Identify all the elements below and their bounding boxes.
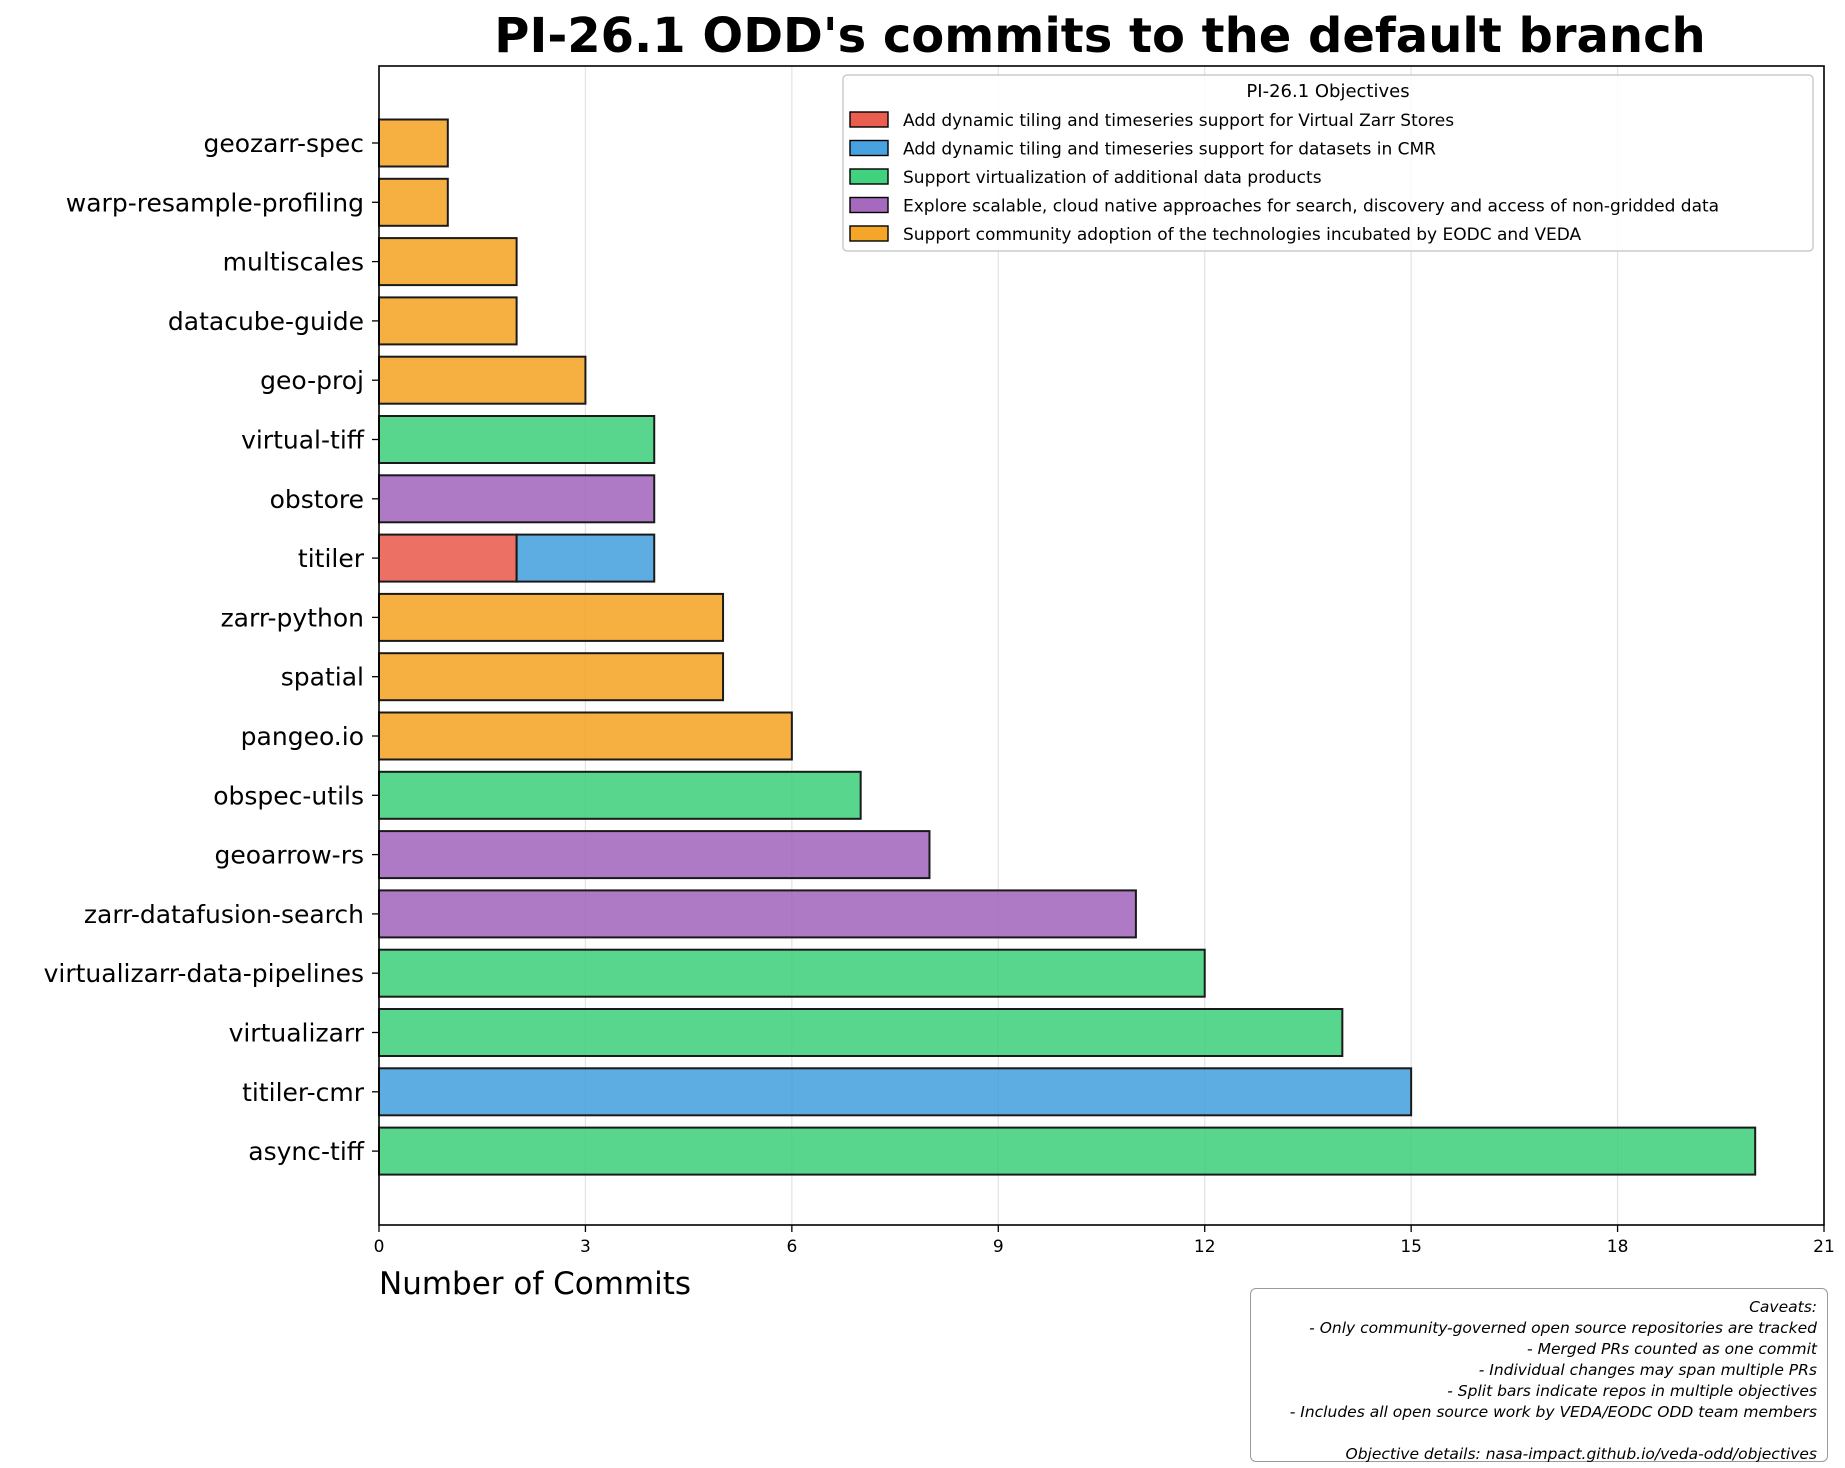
y-tick-label: geoarrow-rs xyxy=(215,841,365,870)
y-tick-label: async-tiff xyxy=(248,1137,364,1166)
legend-label: Explore scalable, cloud native approache… xyxy=(903,197,1719,217)
caveat-line: - Includes all open source work by VEDA/… xyxy=(1289,1403,1817,1421)
bar-multiscales xyxy=(378,237,518,287)
caveats-spacer xyxy=(1261,1423,1817,1444)
bars xyxy=(378,118,1757,1176)
bar-geozarr-spec xyxy=(378,118,449,168)
x-tick-label: 18 xyxy=(1607,1237,1629,1257)
bar-geo-proj xyxy=(378,355,587,405)
caveat-line: - Individual changes may span multiple P… xyxy=(1478,1361,1817,1379)
y-axis-labels: geozarr-spec warp-resample-profiling multi… xyxy=(44,129,379,1166)
x-tick-label: 9 xyxy=(993,1237,1004,1257)
caveats-box: Caveats: - Only community-governed open … xyxy=(1250,1288,1828,1463)
bar-titiler-cmr xyxy=(378,1067,1413,1117)
x-axis-label: Number of Commits xyxy=(379,1266,691,1302)
caveat-line: - Merged PRs counted as one commit xyxy=(1527,1340,1817,1358)
caveat-line: - Only community-governed open source re… xyxy=(1309,1319,1817,1337)
legend-label: Add dynamic tiling and timeseries suppor… xyxy=(903,111,1454,131)
bar-virtual-tiff xyxy=(378,415,656,464)
x-tick-label: 15 xyxy=(1400,1237,1422,1257)
x-tick-label: 3 xyxy=(580,1237,591,1257)
y-tick-label: zarr-datafusion-search xyxy=(84,900,364,929)
plot-area-frame xyxy=(378,65,1825,1226)
y-tick-label: zarr-python xyxy=(221,603,364,632)
bar-pangeo.io xyxy=(378,711,793,761)
bar-zarr-python xyxy=(378,592,725,642)
y-tick-label: geo-proj xyxy=(260,366,364,395)
bar-virtualizarr-data-pipelines xyxy=(378,948,1206,998)
y-tick-label: virtual-tiff xyxy=(241,426,365,455)
bar-warp-resample-profiling xyxy=(378,177,449,227)
chart-title: PI-26.1 ODD's commits to the default bra… xyxy=(494,8,1705,64)
objective-details: Objective details: nasa-impact.github.io… xyxy=(1345,1445,1818,1463)
y-tick-label: pangeo.io xyxy=(241,722,364,751)
bar-titiler xyxy=(515,533,656,583)
x-tick-label: 21 xyxy=(1813,1237,1835,1257)
bar-titiler xyxy=(378,533,518,583)
y-tick-label: multiscales xyxy=(223,248,364,277)
bar-datacube-guide xyxy=(378,296,518,346)
caveat-line: - Split bars indicate repos in multiple … xyxy=(1447,1382,1817,1400)
y-tick-label: obspec-utils xyxy=(213,781,364,810)
x-axis-ticks: 0 3 6 9 12 15 18 21 xyxy=(374,1225,1835,1257)
y-tick-label: spatial xyxy=(281,663,364,692)
legend-label: Support community adoption of the techno… xyxy=(903,225,1582,245)
legend-items: Add dynamic tiling and timeseries suppor… xyxy=(849,111,1719,245)
legend-swatch xyxy=(849,111,889,128)
legend: PI-26.1 Objectives Add dynamic tiling an… xyxy=(842,74,1814,252)
bar-async-tiff xyxy=(378,1126,1757,1176)
legend-swatch xyxy=(849,225,889,242)
bar-obspec-utils xyxy=(378,770,862,820)
y-tick-label: warp-resample-profiling xyxy=(66,188,364,217)
legend-title: PI-26.1 Objectives xyxy=(1246,81,1409,102)
bar-obstore xyxy=(378,474,656,524)
legend-swatch xyxy=(849,168,889,185)
bar-zarr-datafusion-search xyxy=(378,889,1137,939)
y-tick-label: virtualizarr-data-pipelines xyxy=(44,959,364,988)
y-tick-label: titiler-cmr xyxy=(242,1078,365,1107)
y-tick-label: geozarr-spec xyxy=(203,129,364,158)
legend-label: Support virtualization of additional dat… xyxy=(903,168,1322,188)
x-tick-label: 6 xyxy=(786,1237,797,1257)
legend-label: Add dynamic tiling and timeseries suppor… xyxy=(903,140,1436,160)
y-tick-label: titiler xyxy=(298,544,365,573)
x-tick-label: 0 xyxy=(374,1237,385,1257)
legend-swatch xyxy=(849,196,889,214)
bar-spatial xyxy=(378,652,725,702)
caveats-heading: Caveats: xyxy=(1749,1298,1817,1316)
legend-frame xyxy=(842,74,1814,252)
y-tick-label: datacube-guide xyxy=(168,307,364,336)
legend-swatch xyxy=(849,139,889,157)
x-tick-label: 12 xyxy=(1194,1237,1216,1257)
y-tick-label: virtualizarr xyxy=(229,1019,365,1048)
gridlines xyxy=(378,66,1825,1225)
bar-virtualizarr xyxy=(378,1008,1344,1057)
bar-geoarrow-rs xyxy=(378,830,931,880)
y-tick-label: obstore xyxy=(270,485,364,514)
